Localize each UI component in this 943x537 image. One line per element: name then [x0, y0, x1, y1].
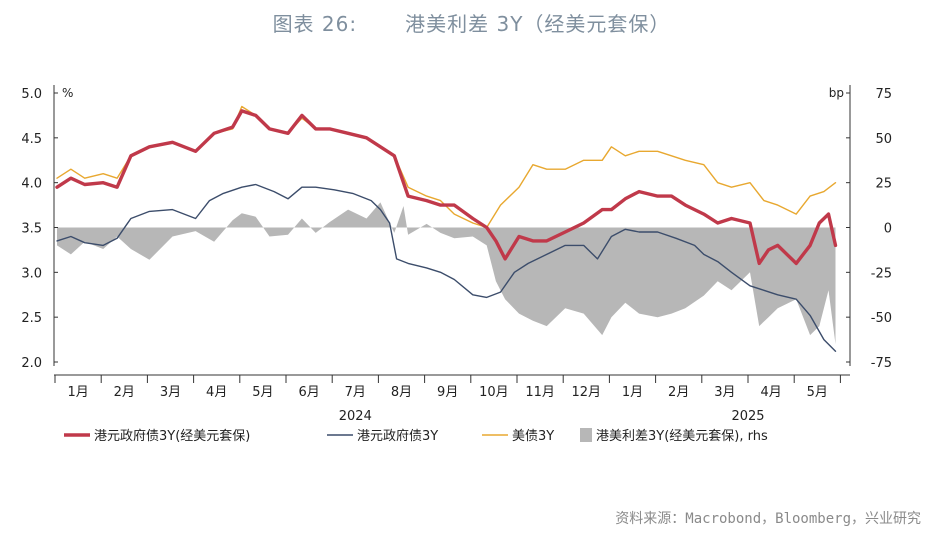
hkgb-3y-line [56, 183, 837, 352]
left-tick-label: 2.5 [21, 311, 42, 326]
legend-label: 港美利差3Y(经美元套保), rhs [596, 428, 768, 444]
month-label: 2月 [114, 385, 135, 400]
legend-label: 港元政府债3Y(经美元套保) [94, 428, 250, 444]
legend-swatch [580, 428, 592, 442]
right-tick-label: 50 [875, 132, 892, 147]
left-axis-unit: % [62, 86, 73, 100]
right-tick-label: -75 [871, 356, 892, 371]
month-label: 12月 [572, 385, 602, 400]
month-label: 3月 [160, 385, 181, 400]
month-label: 6月 [298, 385, 319, 400]
month-label: 3月 [714, 385, 735, 400]
left-tick-label: 3.5 [21, 222, 42, 237]
month-label: 5月 [252, 385, 273, 400]
axes-layer: 2.0 2.5 3.0 3.5 4.0 4.5 5.0 % -75 -50 -25 0 25 50 75 bp… [21, 85, 892, 424]
spread-area [57, 202, 836, 345]
month-label: 4月 [760, 385, 781, 400]
month-label: 8月 [391, 385, 412, 400]
left-tick-label: 3.0 [21, 266, 42, 281]
series-lines-layer [55, 105, 838, 352]
year-label: 2024 [339, 409, 372, 424]
legend-label: 港元政府债3Y [357, 429, 438, 444]
right-axis-unit: bp [829, 86, 844, 100]
legend: 港元政府债3Y(经美元套保) 港元政府债3Y 美债3Y 港美利差3Y(经美元套保), … [64, 428, 768, 444]
month-label: 9月 [437, 385, 458, 400]
month-label: 5月 [807, 385, 828, 400]
right-tick-label: 25 [875, 177, 892, 192]
month-label: 11月 [525, 385, 555, 400]
chart-canvas: 2.0 2.5 3.0 3.5 4.0 4.5 5.0 % -75 -50 -25 0 25 50 75 bp… [21, 85, 892, 444]
year-label: 2025 [731, 409, 764, 424]
spread-area-layer [57, 202, 836, 345]
month-label: 10月 [479, 385, 509, 400]
legend-label: 美债3Y [512, 429, 554, 444]
chart-title: 图表 26: 港美利差 3Y（经美元套保） [0, 8, 943, 37]
month-label: 2月 [668, 385, 689, 400]
month-label: 4月 [206, 385, 227, 400]
right-tick-label: 0 [884, 222, 892, 237]
month-label: 1月 [622, 385, 643, 400]
left-tick-label: 4.5 [21, 132, 42, 147]
month-label: 7月 [345, 385, 366, 400]
month-label: 1月 [67, 385, 88, 400]
right-tick-label: 75 [875, 87, 892, 102]
figure-label: 图表 26: [272, 12, 358, 36]
right-tick-label: -50 [871, 311, 892, 326]
figure-title: 港美利差 3Y（经美元套保） [405, 12, 671, 36]
source-note: 资料来源：Macrobond，Bloomberg，兴业研究 [615, 511, 921, 527]
hkgb-3y-hedged-line [55, 109, 838, 266]
left-tick-label: 4.0 [21, 177, 42, 192]
left-tick-label: 5.0 [21, 87, 42, 102]
right-tick-label: -25 [871, 266, 892, 281]
left-tick-label: 2.0 [21, 356, 42, 371]
